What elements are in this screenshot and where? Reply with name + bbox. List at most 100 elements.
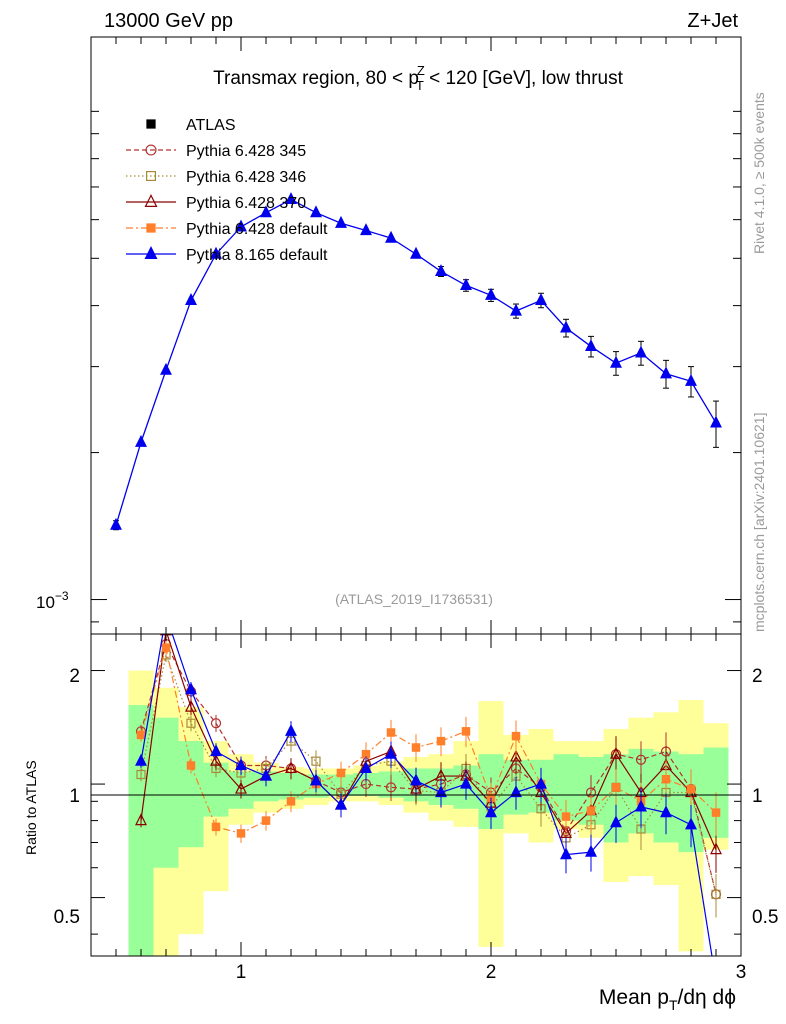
process-label: Z+Jet [687, 10, 738, 32]
data-point [145, 144, 157, 156]
data-point [385, 746, 397, 759]
legend-label: ATLAS [186, 117, 236, 134]
data-point [660, 366, 672, 379]
data-point [144, 194, 158, 207]
data-point [186, 761, 196, 770]
data-point [336, 768, 346, 778]
legend-label: Pythia 8.165 default [186, 247, 328, 264]
data-point [610, 746, 622, 759]
data-point [136, 730, 146, 740]
ratio-tick-label-1-right: 1 [752, 786, 763, 807]
data-point [335, 797, 347, 810]
data-point [385, 782, 397, 793]
data-point [185, 682, 197, 695]
main-y-tick-label: 10−3 [36, 589, 69, 612]
data-point [360, 761, 372, 774]
data-point [146, 119, 156, 129]
data-point [711, 975, 721, 985]
data-point [510, 303, 522, 316]
data-point [285, 192, 297, 205]
data-point [635, 345, 647, 358]
data-point [461, 727, 471, 736]
data-point [685, 817, 697, 830]
data-point [310, 205, 322, 218]
data-point [435, 264, 447, 277]
data-point [161, 609, 171, 619]
data-point [535, 293, 547, 305]
legend: ATLAS Pythia 6.428 345 Pythia 6.428 346 Pyt… [126, 117, 328, 264]
data-point [310, 773, 322, 786]
data-point [460, 278, 472, 291]
legend-entry-0: ATLAS [146, 117, 236, 134]
data-point [285, 761, 297, 774]
data-point [144, 246, 158, 259]
data-point [510, 749, 522, 762]
data-point [586, 806, 596, 815]
data-point [436, 736, 446, 746]
data-point [560, 826, 572, 838]
legend-label: Pythia 6.428 346 [186, 169, 306, 186]
legend-label: Pythia 6.428 370 [186, 195, 306, 212]
green-band-bin [128, 705, 154, 956]
data-point [511, 731, 521, 741]
legend-label: Pythia 6.428 345 [186, 143, 306, 160]
data-point [686, 784, 696, 794]
ratio-tick-label-0.5-right: 0.5 [752, 907, 778, 928]
data-point [160, 362, 172, 375]
data-point [210, 753, 222, 766]
ratio-y-axis-label: Ratio to ATLAS [23, 760, 39, 855]
data-point [635, 799, 647, 812]
mcplots-label: mcplots.cern.ch [arXiv:2401.10621] [751, 413, 767, 632]
rivet-label: Rivet 4.1.0, ≥ 500k events [751, 92, 767, 254]
data-point [135, 753, 147, 766]
data-point [235, 781, 247, 794]
data-point [510, 785, 522, 798]
data-point [235, 219, 247, 232]
data-point [711, 889, 721, 899]
data-point [710, 842, 722, 855]
data-point [685, 373, 697, 386]
main-series-pythia-8-165 [110, 192, 722, 531]
data-point [211, 822, 221, 832]
x-tick-label-3: 3 [736, 962, 747, 983]
data-point [585, 844, 597, 857]
series-line [140, 634, 713, 956]
data-point [385, 230, 397, 243]
data-point [711, 808, 721, 817]
data-point [210, 246, 222, 259]
data-point [485, 805, 497, 818]
data-point [485, 287, 497, 300]
data-point [135, 813, 147, 826]
data-point [611, 783, 621, 792]
analysis-id: (ATLAS_2019_I1736531) [335, 591, 493, 607]
data-point [146, 171, 157, 182]
data-point [285, 723, 297, 736]
data-point [411, 743, 421, 752]
series-line [140, 634, 717, 850]
data-point [460, 776, 472, 789]
legend-entry-2: Pythia 6.428 346 [126, 169, 306, 186]
x-axis-label: Mean pT/dη dϕ [599, 986, 736, 1013]
data-point [186, 718, 196, 728]
data-point [560, 847, 572, 860]
main-plot-area [110, 192, 722, 531]
data-point [286, 797, 296, 806]
legend-entry-4: Pythia 6.428 default [126, 221, 328, 238]
ratio-uncertainty-bands [128, 670, 729, 956]
data-point [410, 773, 422, 786]
data-point [635, 754, 647, 765]
data-point [535, 776, 547, 789]
series-line [140, 652, 717, 895]
data-point [661, 774, 671, 784]
data-point [110, 517, 122, 530]
series-line [140, 647, 717, 835]
x-tick-label-2: 2 [486, 962, 497, 983]
ratio-series-4 [135, 609, 721, 985]
green-band-bin [178, 741, 204, 848]
data-point [610, 355, 622, 368]
axis-ticks [91, 37, 742, 956]
data-point [710, 415, 722, 428]
data-point [260, 205, 272, 218]
data-point [236, 829, 246, 838]
